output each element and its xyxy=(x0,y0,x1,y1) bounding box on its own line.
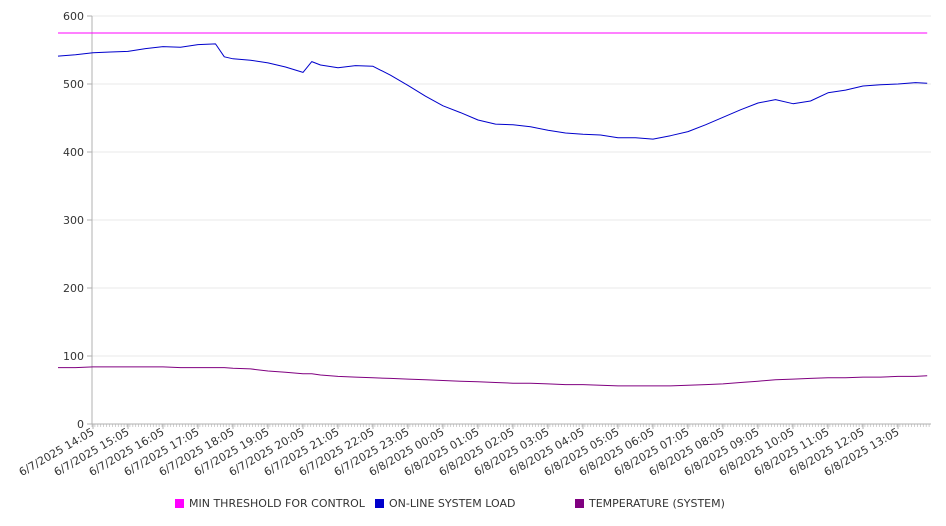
legend-item-min-threshold[interactable]: MIN THRESHOLD FOR CONTROL xyxy=(175,497,365,510)
y-tick-label: 400 xyxy=(63,146,84,159)
temperature-line xyxy=(58,366,928,387)
legend-swatch-min-threshold xyxy=(175,499,184,508)
series-lines xyxy=(57,32,928,387)
legend-item-temperature[interactable]: TEMPERATURE (SYSTEM) xyxy=(575,497,725,510)
grid-lines xyxy=(92,15,931,357)
y-tick-label: 0 xyxy=(77,418,84,431)
y-tick-label: 200 xyxy=(63,282,84,295)
legend-swatch-system-load xyxy=(375,499,384,508)
y-axis-ticks: 0 100 200 300 400 500 600 xyxy=(63,10,92,431)
legend-label-temperature: TEMPERATURE (SYSTEM) xyxy=(589,497,725,510)
y-tick-label: 600 xyxy=(63,10,84,23)
legend-swatch-temperature xyxy=(575,499,584,508)
y-tick-label: 100 xyxy=(63,350,84,363)
system-load-line xyxy=(57,43,928,140)
x-axis-ticks: 6/7/2025 14:056/7/2025 15:056/7/2025 16:… xyxy=(17,424,930,479)
legend-label-min-threshold: MIN THRESHOLD FOR CONTROL xyxy=(189,497,365,510)
y-tick-label: 500 xyxy=(63,78,84,91)
legend: MIN THRESHOLD FOR CONTROL ON-LINE SYSTEM… xyxy=(0,497,946,515)
y-tick-label: 300 xyxy=(63,214,84,227)
legend-item-system-load[interactable]: ON-LINE SYSTEM LOAD xyxy=(375,497,515,510)
legend-label-system-load: ON-LINE SYSTEM LOAD xyxy=(389,497,516,510)
